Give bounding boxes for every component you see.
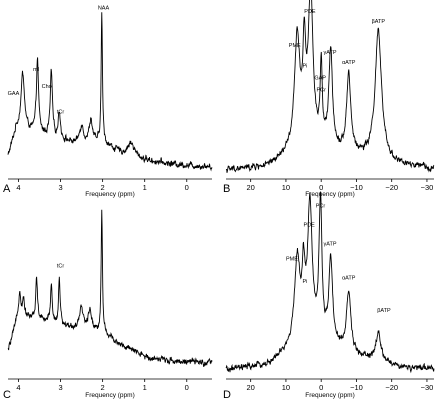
spectrum-line bbox=[225, 190, 435, 374]
x-axis-title: Frequency (ppm) bbox=[305, 392, 355, 399]
spectrum-line bbox=[225, 0, 435, 173]
x-tick-label: −10 bbox=[350, 383, 363, 392]
x-tick-label: 0 bbox=[319, 183, 323, 192]
x-tick-label: 20 bbox=[247, 183, 255, 192]
x-tick-label: 10 bbox=[282, 183, 290, 192]
x-tick-label: 1 bbox=[143, 183, 147, 192]
peak-label: PDE bbox=[304, 9, 316, 15]
spectrum-line bbox=[7, 209, 213, 367]
peak-label: NAA bbox=[98, 5, 110, 11]
spectrum-panel-d: 20 10 0 −10 −20 −30 Frequency (ppm) D PME Pi PDE PC… bbox=[223, 190, 435, 401]
x-tick-label: 2 bbox=[101, 183, 105, 192]
peak-label: GAP bbox=[314, 76, 326, 82]
x-axis-title: Frequency (ppm) bbox=[305, 191, 355, 198]
x-tick-label: −20 bbox=[385, 183, 398, 192]
x-tick-label: −30 bbox=[421, 183, 434, 192]
peak-label: PME bbox=[289, 43, 301, 49]
peak-label: βATP bbox=[377, 308, 391, 314]
peak-label: mI bbox=[33, 67, 40, 73]
panel-letter: D bbox=[223, 389, 231, 401]
peak-label: αATP bbox=[342, 276, 356, 282]
x-tick-label: −10 bbox=[350, 183, 363, 192]
x-tick-label: 3 bbox=[58, 183, 62, 192]
panel-letter: B bbox=[223, 183, 230, 195]
x-tick-label: 0 bbox=[185, 383, 189, 392]
x-tick-label: −30 bbox=[421, 383, 434, 392]
x-axis-title: Frequency (ppm) bbox=[85, 392, 135, 399]
peak-label: γATP bbox=[323, 50, 336, 56]
peak-label: PCr bbox=[316, 88, 326, 94]
x-tick-label: 3 bbox=[58, 383, 62, 392]
x-axis-title: Frequency (ppm) bbox=[85, 191, 135, 198]
x-tick-label: 0 bbox=[319, 383, 323, 392]
x-tick-label: 10 bbox=[282, 383, 290, 392]
x-tick-label: 2 bbox=[101, 383, 105, 392]
peak-label: tCr bbox=[57, 110, 65, 116]
x-tick-label: 4 bbox=[16, 183, 20, 192]
peak-label: PME bbox=[286, 257, 298, 263]
x-tick-label: −20 bbox=[385, 383, 398, 392]
peak-label: GAA bbox=[8, 91, 20, 97]
x-tick-label: 20 bbox=[247, 383, 255, 392]
panel-letter: A bbox=[3, 183, 11, 195]
peak-label: αATP bbox=[342, 60, 356, 66]
peak-label: PDE bbox=[304, 223, 316, 229]
peak-label: Pi bbox=[303, 64, 308, 70]
spectrum-panel-a: 4 3 2 1 0 Frequency (ppm) A GAA mI Cho tCr NAA bbox=[3, 5, 213, 198]
peak-label: Pi bbox=[303, 279, 308, 285]
spectrum-line bbox=[7, 12, 213, 172]
peak-label: βATP bbox=[372, 19, 386, 25]
peak-label: tCr bbox=[57, 264, 65, 270]
x-tick-label: 1 bbox=[143, 383, 147, 392]
x-tick-label: 4 bbox=[16, 383, 20, 392]
peak-label: Cho bbox=[42, 84, 52, 90]
panel-letter: C bbox=[3, 389, 11, 401]
peak-label: PCr bbox=[316, 204, 326, 210]
x-tick-label: 0 bbox=[185, 183, 189, 192]
spectrum-panel-b: 20 10 0 −10 −20 −30 Frequency (ppm) B PME Pi PDE PC… bbox=[223, 0, 435, 198]
peak-label: γATP bbox=[323, 241, 336, 247]
